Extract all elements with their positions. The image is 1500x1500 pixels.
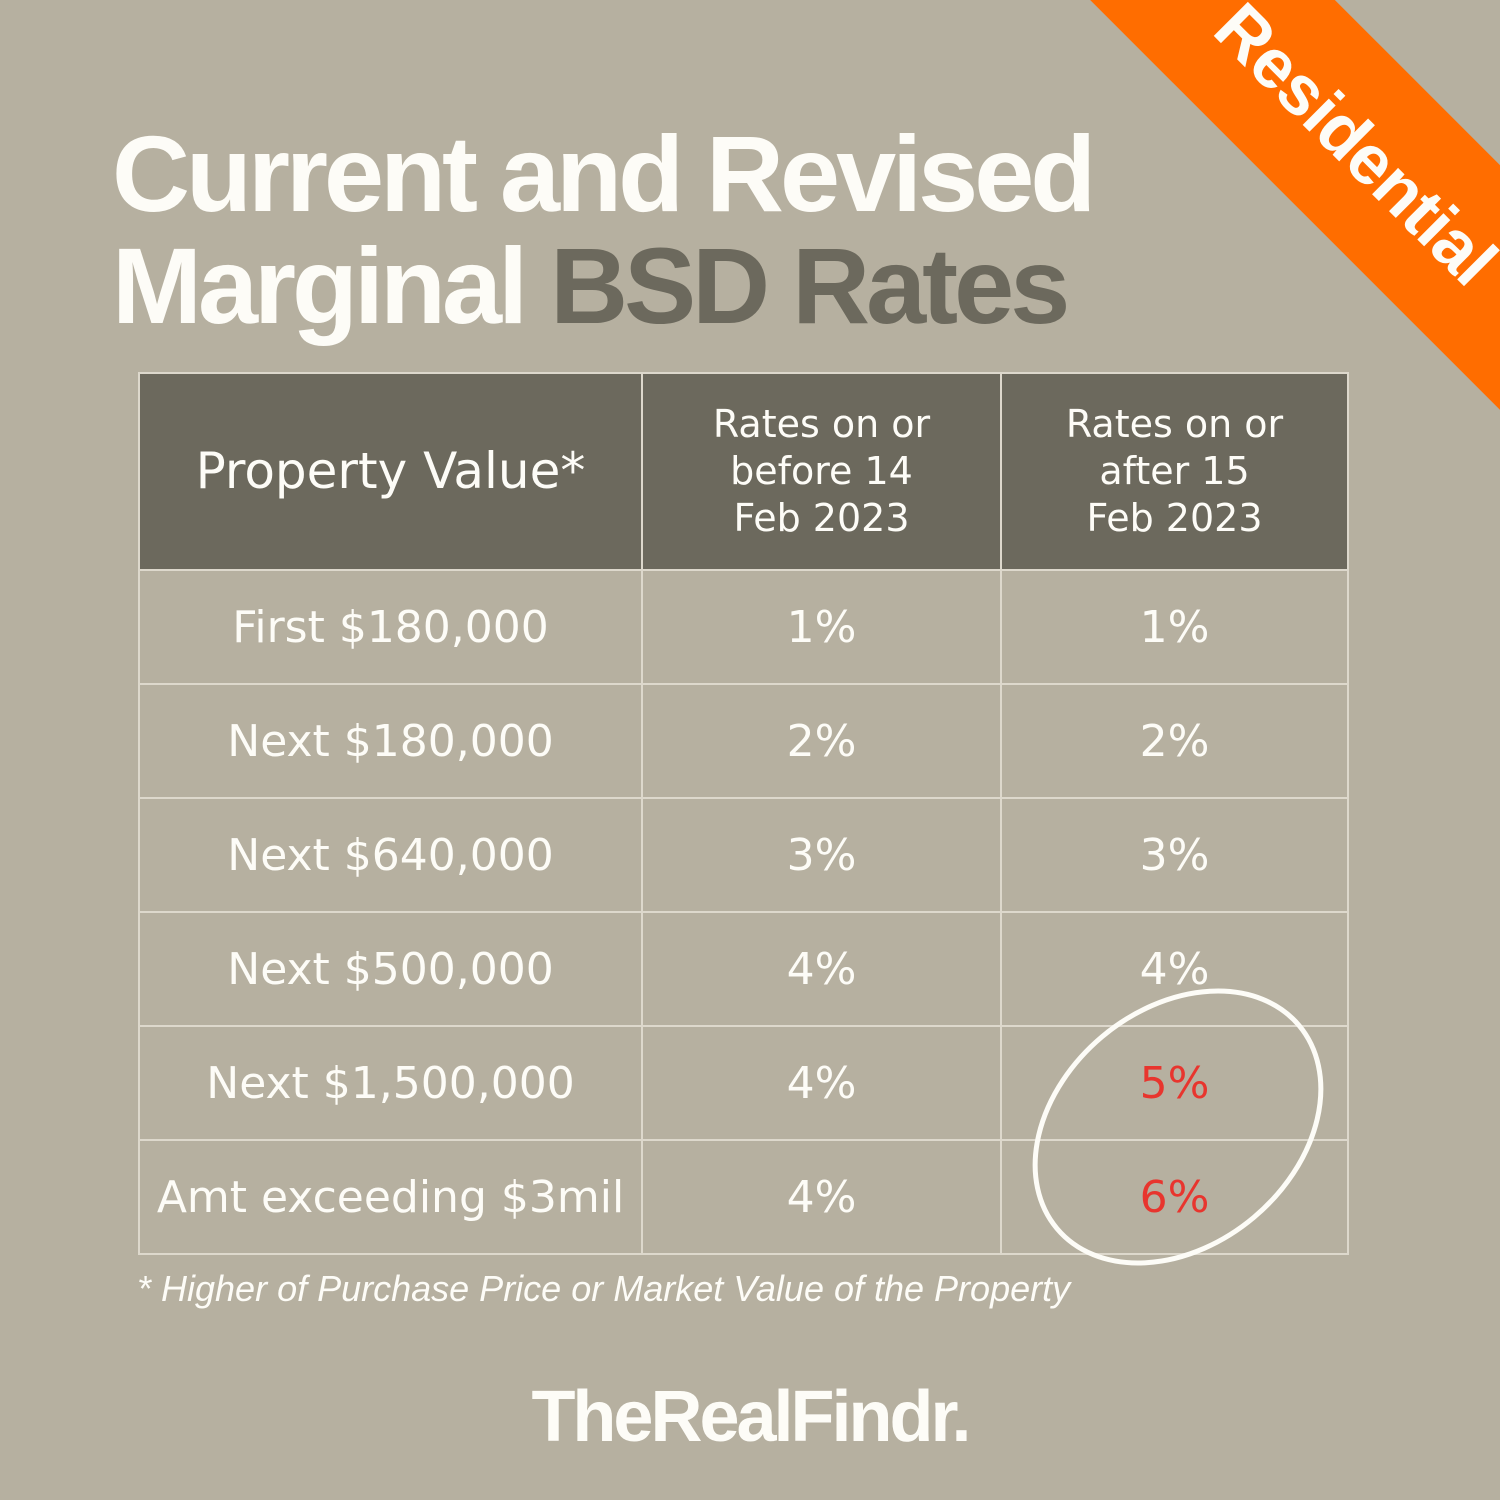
- title-line-2-dark: BSD Rates: [550, 225, 1070, 346]
- table-row: Next $500,000 4% 4%: [138, 911, 1349, 1027]
- rate-before-cell: 3%: [641, 797, 1002, 913]
- rate-before-cell: 4%: [641, 911, 1002, 1027]
- bsd-rates-table: Property Value* Rates on or before 14 Fe…: [138, 372, 1349, 1255]
- table-row: Next $1,500,000 4% 5%: [138, 1025, 1349, 1141]
- page-title: Current and Revised Marginal BSD Rates: [112, 118, 1096, 342]
- table-row: Next $640,000 3% 3%: [138, 797, 1349, 913]
- table-row: Next $180,000 2% 2%: [138, 683, 1349, 799]
- table-header-row: Property Value* Rates on or before 14 Fe…: [138, 372, 1349, 571]
- header-rates-after: Rates on or after 15 Feb 2023: [1000, 372, 1349, 571]
- rate-before-cell: 4%: [641, 1025, 1002, 1141]
- table-row: First $180,000 1% 1%: [138, 569, 1349, 685]
- property-value-cell: Next $500,000: [138, 911, 643, 1027]
- footnote: * Higher of Purchase Price or Market Val…: [137, 1268, 1071, 1309]
- property-value-cell: Next $640,000: [138, 797, 643, 913]
- title-line-1: Current and Revised: [112, 113, 1096, 234]
- rate-after-cell-highlighted: 5%: [1000, 1025, 1349, 1141]
- header-rates-before: Rates on or before 14 Feb 2023: [641, 372, 1002, 571]
- title-line-2-light: Marginal: [112, 225, 528, 346]
- rate-before-cell: 2%: [641, 683, 1002, 799]
- property-value-cell: Amt exceeding $3mil: [138, 1139, 643, 1255]
- table-row: Amt exceeding $3mil 4% 6%: [138, 1139, 1349, 1255]
- rate-before-cell: 1%: [641, 569, 1002, 685]
- rate-after-cell: 2%: [1000, 683, 1349, 799]
- ribbon-label: Residential: [1200, 0, 1500, 300]
- rate-before-cell: 4%: [641, 1139, 1002, 1255]
- rate-after-cell: 1%: [1000, 569, 1349, 685]
- rate-after-cell: 4%: [1000, 911, 1349, 1027]
- rate-after-cell-highlighted: 6%: [1000, 1139, 1349, 1255]
- property-value-cell: Next $1,500,000: [138, 1025, 643, 1141]
- header-property-value: Property Value*: [138, 372, 643, 571]
- property-value-cell: First $180,000: [138, 569, 643, 685]
- brand-logo: TheRealFindr.: [531, 1377, 971, 1457]
- rate-after-cell: 3%: [1000, 797, 1349, 913]
- property-value-cell: Next $180,000: [138, 683, 643, 799]
